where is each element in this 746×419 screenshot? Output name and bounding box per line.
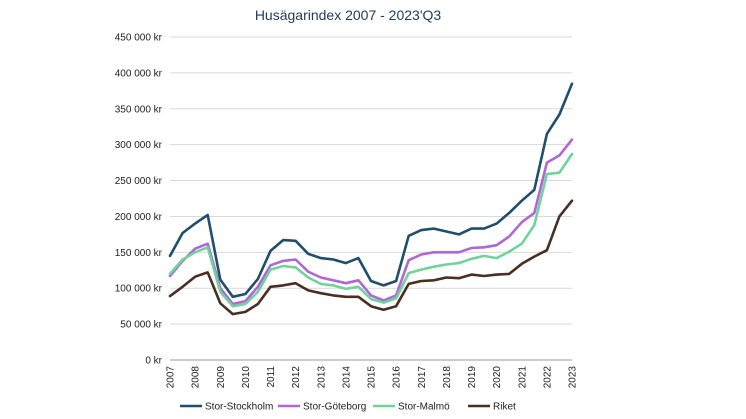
x-tick-label: 2022 (542, 366, 553, 389)
series-lines (168, 82, 574, 316)
x-tick-label: 2009 (216, 366, 227, 389)
y-tick-label: 50 000 kr (120, 320, 162, 331)
legend-label-riket: Riket (493, 402, 516, 413)
y-tick-label: 350 000 kr (115, 104, 163, 115)
x-tick-label: 2017 (417, 366, 428, 389)
legend-label-stor-g-teborg: Stor-Göteborg (303, 402, 366, 413)
series-line-stor-g-teborg (168, 138, 574, 306)
x-tick-label: 2020 (492, 366, 503, 389)
x-tick-label: 2016 (392, 366, 403, 389)
legend-label-stor-stockholm: Stor-Stockholm (205, 402, 273, 413)
y-axis-tick-labels: 0 kr 50 000 kr 100 000 kr 150 000 kr 200 000… (115, 33, 163, 367)
x-tick-label: 2023 (568, 366, 579, 389)
x-tick-label: 2021 (517, 366, 528, 389)
y-tick-label: 400 000 kr (115, 68, 163, 79)
y-tick-label: 150 000 kr (115, 248, 163, 259)
y-tick-label: 0 kr (145, 356, 162, 367)
y-tick-label: 250 000 kr (115, 176, 163, 187)
x-tick-label: 2018 (442, 366, 453, 389)
legend: Stor-Stockholm Stor-Göteborg Stor-Malmö Rik… (180, 402, 516, 413)
x-tick-label: 2010 (241, 366, 252, 389)
y-tick-label: 200 000 kr (115, 212, 163, 223)
legend-label-stor-malm-: Stor-Malmö (398, 402, 450, 413)
x-tick-label: 2014 (341, 366, 352, 389)
y-tick-label: 100 000 kr (115, 284, 163, 295)
series-line-riket (168, 199, 574, 316)
x-tick-label: 2007 (166, 366, 177, 389)
series-line-stor-stockholm (168, 82, 574, 299)
x-tick-label: 2011 (266, 366, 277, 388)
x-axis-tick-labels: 2007 2008 2009 2010 2011 2012 2013 2014 2015 2016… (166, 366, 579, 389)
series-line-stor-malm- (168, 152, 574, 308)
y-tick-label: 300 000 kr (115, 140, 163, 151)
x-tick-label: 2012 (291, 366, 302, 389)
gridlines (170, 36, 572, 361)
x-tick-label: 2015 (367, 366, 378, 389)
x-tick-label: 2013 (316, 366, 327, 389)
x-tick-label: 2019 (467, 366, 478, 389)
y-tick-label: 450 000 kr (115, 33, 163, 44)
x-tick-label: 2008 (191, 366, 202, 389)
chart-title: Husägarindex 2007 - 2023'Q3 (255, 7, 442, 23)
